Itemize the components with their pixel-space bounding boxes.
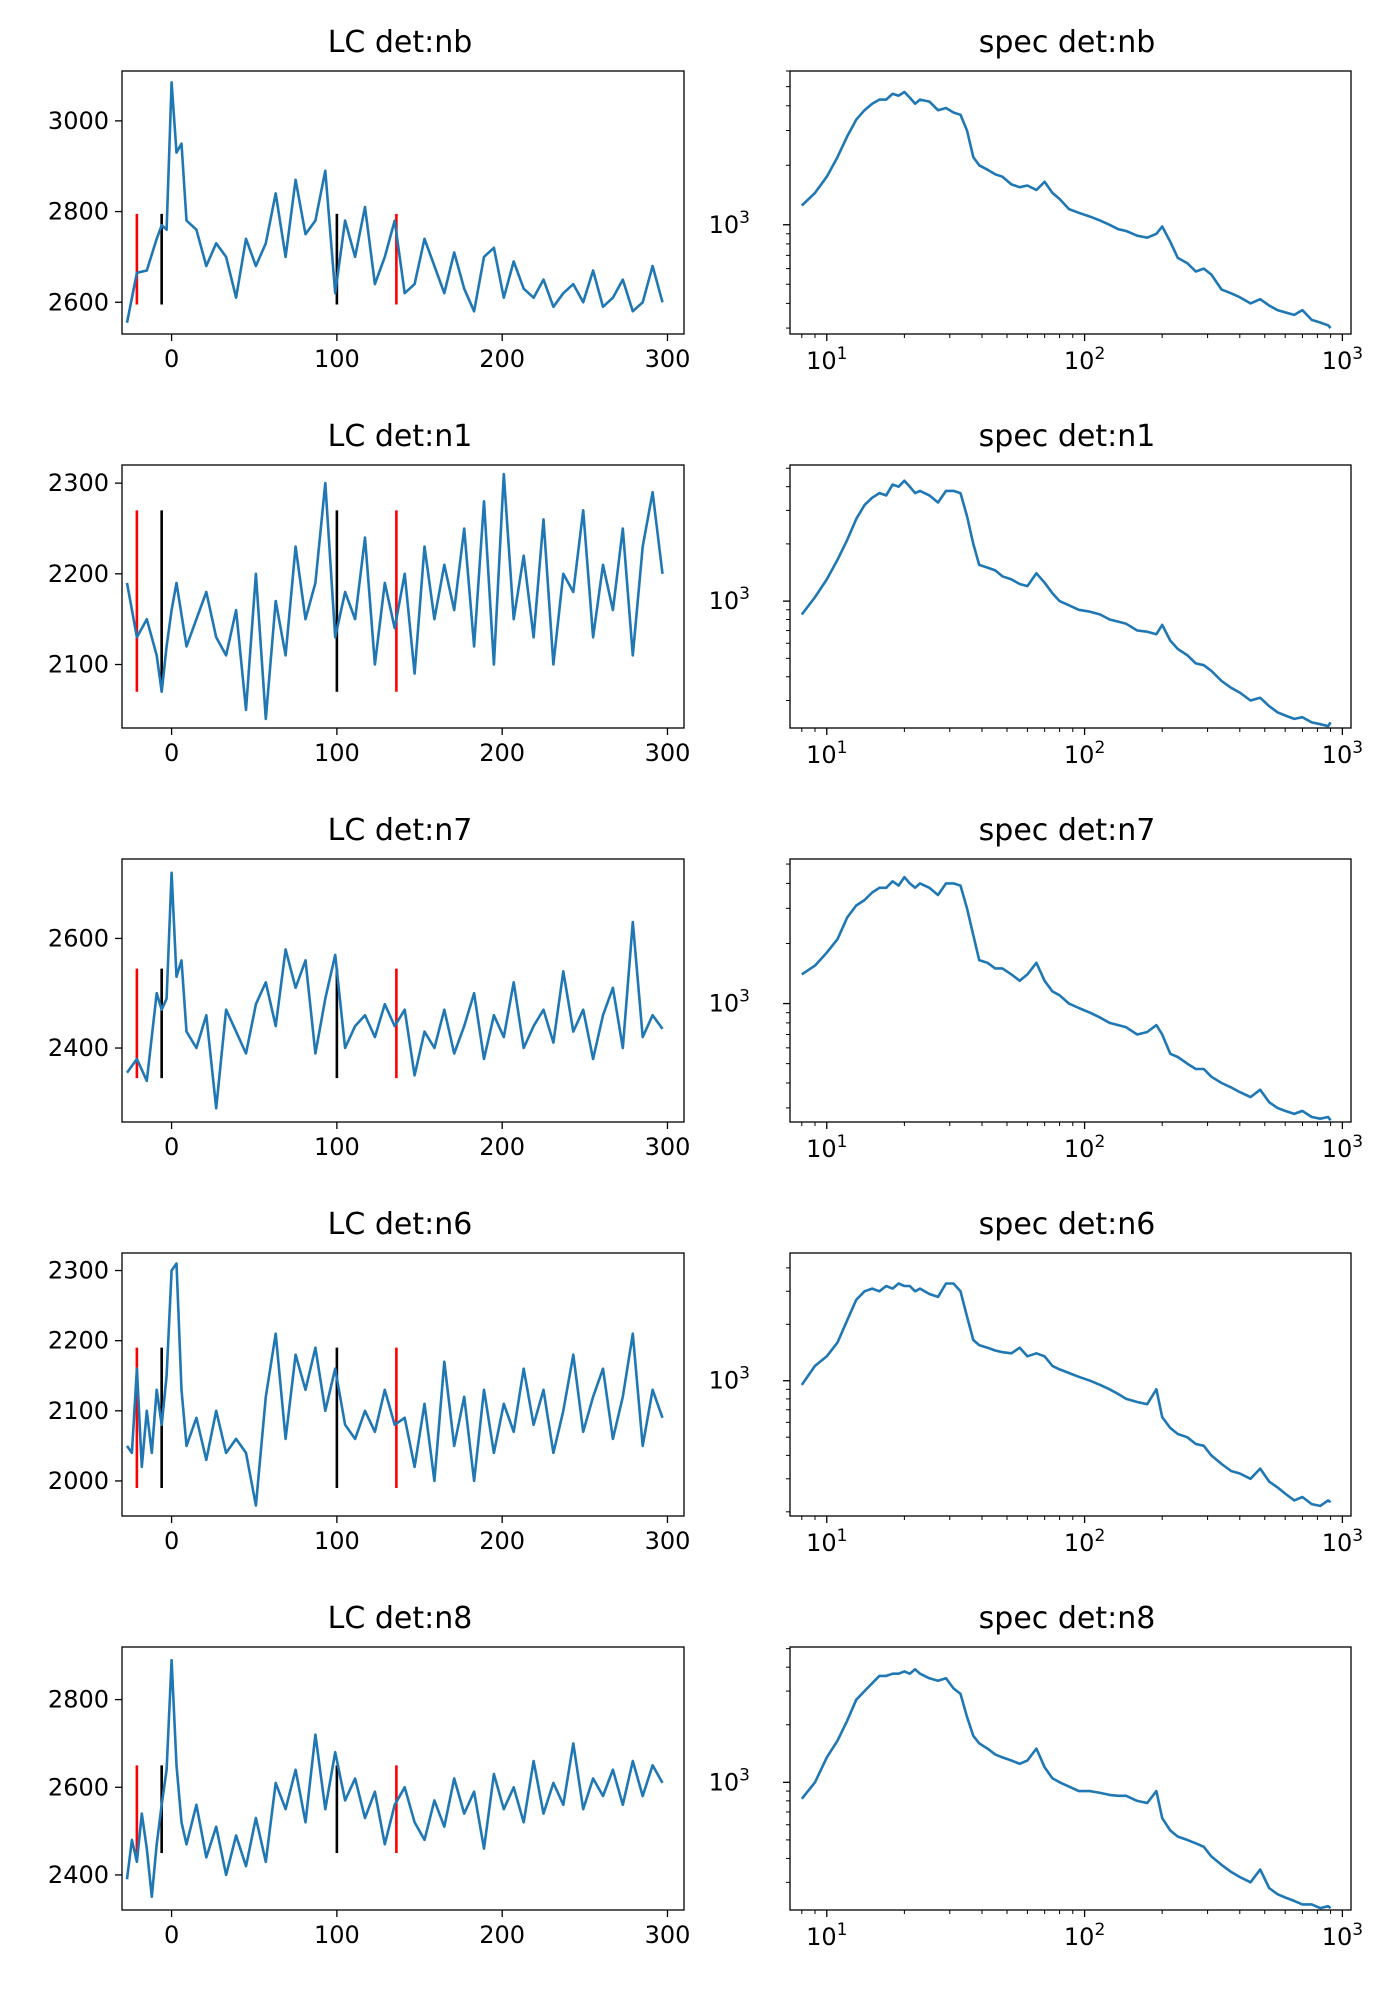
x-tick-label: 200 bbox=[479, 345, 525, 373]
x-tick-label: 0 bbox=[164, 1133, 179, 1161]
panel-title: LC det:n1 bbox=[328, 419, 473, 454]
y-tick-label: 103 bbox=[709, 584, 750, 615]
axes-frame bbox=[789, 1646, 1352, 1911]
x-tick-label: 300 bbox=[645, 1133, 691, 1161]
y-tick-label: 2300 bbox=[48, 1257, 109, 1285]
y-tick-label: 103 bbox=[709, 1765, 750, 1796]
x-tick-label: 200 bbox=[479, 1133, 525, 1161]
x-tick-label: 300 bbox=[645, 1527, 691, 1555]
panel-title: spec det:n1 bbox=[979, 419, 1156, 454]
x-tick-label: 101 bbox=[806, 1132, 847, 1163]
plot-area: 0 100 200 300 2400 2600 bbox=[48, 858, 691, 1161]
y-tick-label: 2600 bbox=[48, 924, 109, 952]
y-tick-label: 2800 bbox=[48, 198, 109, 226]
x-tick-label: 300 bbox=[645, 345, 691, 373]
x-tick-label: 0 bbox=[164, 345, 179, 373]
panel-lc-nb: LC det:nb 0 100 200 300 2600 2800 3000 bbox=[48, 25, 690, 373]
x-tick-label: 300 bbox=[645, 1921, 691, 1949]
y-tick-label: 2300 bbox=[48, 469, 109, 497]
axes-frame bbox=[789, 1252, 1352, 1517]
plot-area: 0 100 200 300 2100 2200 2300 bbox=[48, 464, 691, 767]
panel-title: spec det:n7 bbox=[979, 813, 1156, 848]
x-tick-label: 200 bbox=[479, 1527, 525, 1555]
y-tick-label: 2400 bbox=[48, 1861, 109, 1889]
axes-frame bbox=[121, 1252, 685, 1517]
series-line bbox=[125, 1658, 664, 1899]
y-tick-label: 3000 bbox=[48, 107, 109, 135]
y-tick-label: 2800 bbox=[48, 1686, 109, 1714]
x-tick-label: 100 bbox=[314, 1133, 360, 1161]
x-tick-label: 101 bbox=[806, 344, 847, 375]
x-tick-label: 100 bbox=[314, 739, 360, 767]
plot-area: 0 100 200 300 2600 2800 3000 bbox=[48, 70, 691, 373]
x-tick-label: 0 bbox=[164, 1921, 179, 1949]
plot-area: 0 100 200 300 2400 2600 2800 bbox=[48, 1646, 691, 1949]
x-tick-label: 200 bbox=[479, 739, 525, 767]
axes-frame bbox=[789, 70, 1352, 335]
y-tick-label: 2200 bbox=[48, 560, 109, 588]
x-tick-label: 200 bbox=[479, 1921, 525, 1949]
x-tick-label: 100 bbox=[314, 345, 360, 373]
y-tick-label: 2100 bbox=[48, 1397, 109, 1425]
y-tick-label: 2000 bbox=[48, 1467, 109, 1495]
plot-area: 0 100 200 300 2000 2100 2200 2300 bbox=[48, 1252, 691, 1555]
axes-frame bbox=[121, 858, 685, 1123]
panel-lc-n1: LC det:n1 0 100 200 300 2100 2200 2300 bbox=[48, 419, 690, 767]
x-tick-label: 100 bbox=[314, 1921, 360, 1949]
series-line bbox=[800, 1668, 1332, 1910]
panel-title: LC det:n6 bbox=[328, 1207, 473, 1242]
series-line bbox=[800, 1282, 1332, 1508]
panel-title: LC det:n8 bbox=[328, 1601, 473, 1636]
panel-title: spec det:nb bbox=[979, 25, 1156, 60]
axes-frame bbox=[789, 858, 1352, 1123]
y-tick-label: 2600 bbox=[48, 1773, 109, 1801]
y-tick-label: 2600 bbox=[48, 288, 109, 316]
x-tick-label: 101 bbox=[806, 1526, 847, 1557]
y-tick-label: 2400 bbox=[48, 1034, 109, 1062]
series-line bbox=[125, 472, 664, 721]
series-line bbox=[125, 81, 664, 323]
panel-title: spec det:n6 bbox=[979, 1207, 1156, 1242]
panel-title: spec det:n8 bbox=[979, 1601, 1156, 1636]
x-tick-label: 100 bbox=[314, 1527, 360, 1555]
panel-title: LC det:n7 bbox=[328, 813, 473, 848]
panel-lc-n8: LC det:n8 0 100 200 300 2400 2600 2800 bbox=[48, 1601, 690, 1949]
axes-frame bbox=[121, 1646, 685, 1911]
series-line bbox=[800, 90, 1332, 329]
x-tick-label: 300 bbox=[645, 739, 691, 767]
axes-frame bbox=[789, 464, 1352, 729]
series-line bbox=[801, 875, 1332, 1122]
x-tick-label: 0 bbox=[164, 1527, 179, 1555]
panel-lc-n7: LC det:n7 0 100 200 300 2400 2600 bbox=[48, 813, 690, 1161]
y-tick-label: 2100 bbox=[48, 651, 109, 679]
panel-title: LC det:nb bbox=[328, 25, 473, 60]
axes-frame bbox=[121, 464, 685, 729]
axes-frame bbox=[121, 70, 685, 335]
x-tick-label: 0 bbox=[164, 739, 179, 767]
series-line bbox=[125, 1262, 664, 1507]
y-tick-label: 2200 bbox=[48, 1327, 109, 1355]
series-line bbox=[125, 871, 664, 1110]
panel-lc-n6: LC det:n6 0 100 200 300 2000 2100 2200 2300 bbox=[48, 1207, 690, 1555]
series-line bbox=[800, 479, 1332, 728]
